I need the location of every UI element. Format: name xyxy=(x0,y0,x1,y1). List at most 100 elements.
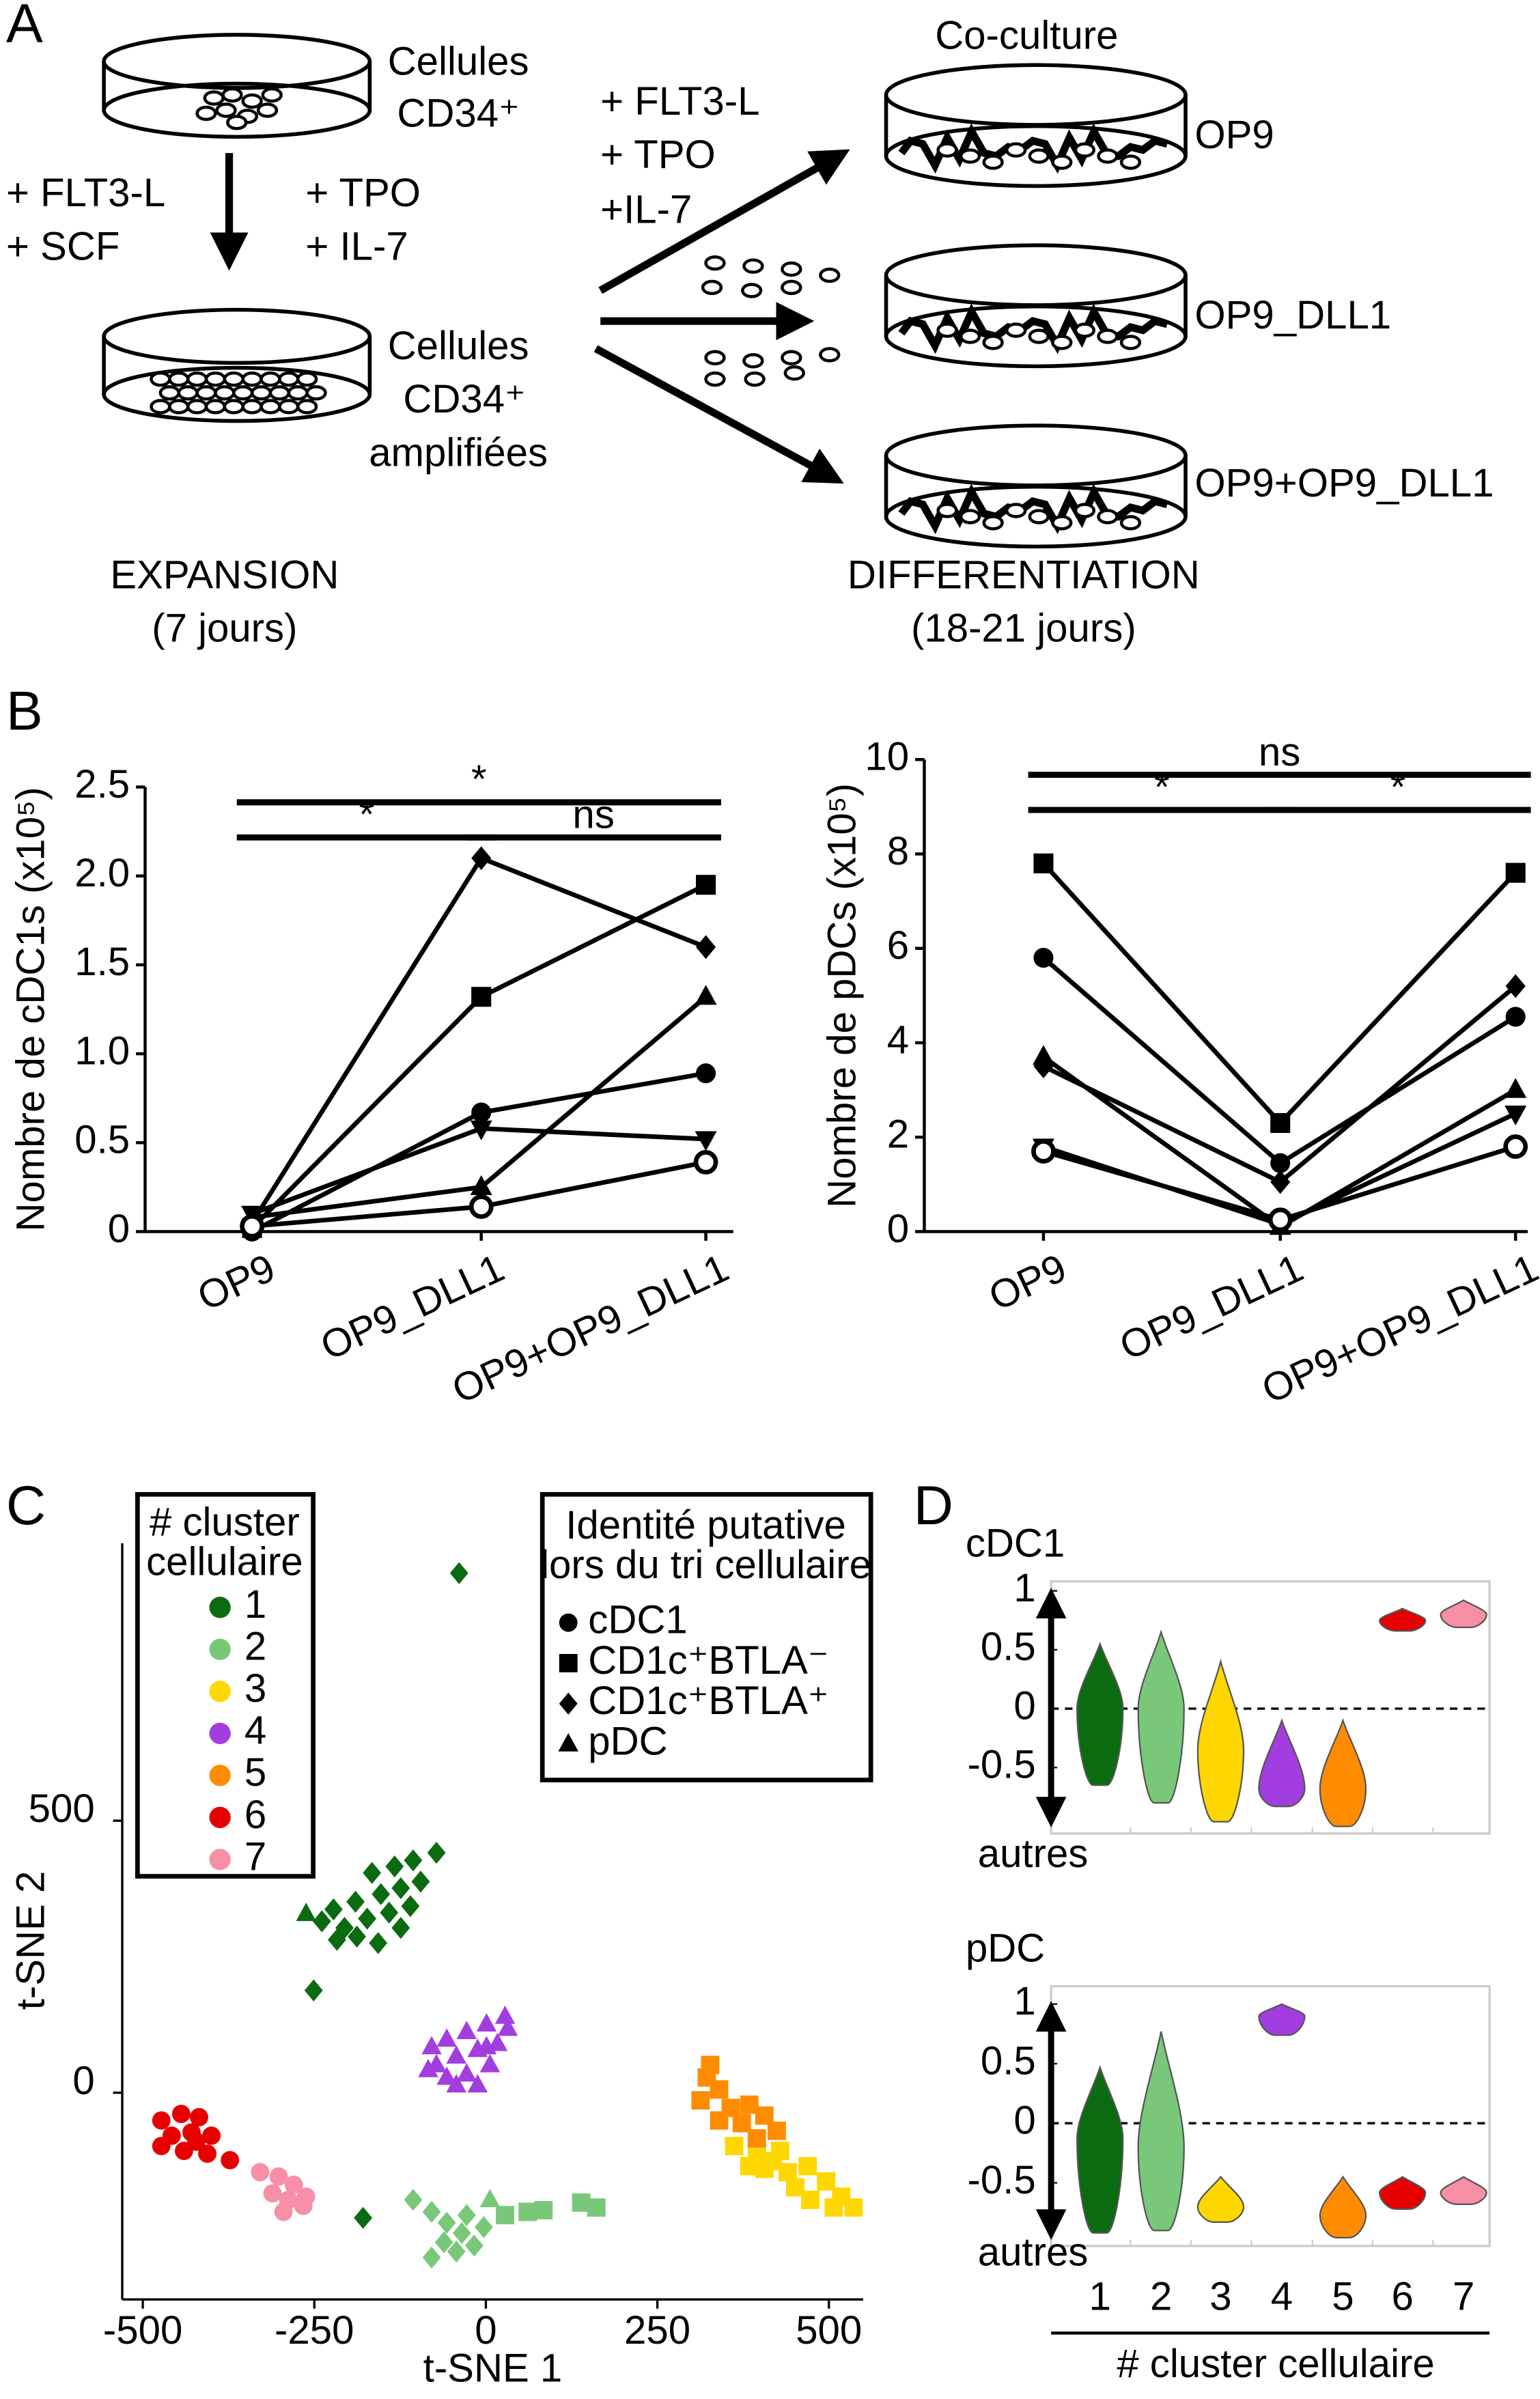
data-point xyxy=(496,2206,514,2225)
legend-box xyxy=(135,1491,316,1879)
data-point xyxy=(385,1855,404,1878)
data-point xyxy=(1504,1106,1527,1126)
cell xyxy=(936,322,958,338)
data-point xyxy=(844,2198,863,2217)
cell xyxy=(260,399,281,415)
cell-label: CD34⁺ xyxy=(397,92,519,136)
y-tick-label: 0 xyxy=(887,1207,909,1251)
data-point xyxy=(725,2137,744,2155)
condition: OP9+OP9_DLL1 xyxy=(1194,461,1494,505)
cell xyxy=(704,371,726,387)
data-point xyxy=(391,1916,410,1939)
cell xyxy=(783,365,805,381)
data-point xyxy=(380,1901,399,1924)
data-point xyxy=(801,2191,820,2209)
data-point xyxy=(401,1895,420,1918)
data-point xyxy=(471,987,492,1007)
data-point xyxy=(449,1562,468,1584)
data-point xyxy=(263,2184,282,2203)
data-point xyxy=(404,1849,423,1872)
data-point xyxy=(1270,1153,1291,1173)
cell xyxy=(223,371,244,387)
data-point xyxy=(404,2189,423,2211)
data-point xyxy=(251,2163,270,2182)
data-point xyxy=(740,2157,759,2176)
data-point xyxy=(422,2200,441,2223)
cell xyxy=(936,503,958,518)
data-point xyxy=(274,2202,293,2221)
x-tick-label: 3 xyxy=(1209,2275,1231,2319)
cell xyxy=(936,142,958,158)
data-point xyxy=(824,2198,843,2217)
data-point xyxy=(296,2187,316,2206)
cell xyxy=(186,399,208,415)
data-point xyxy=(468,1194,494,1219)
cell xyxy=(781,261,802,277)
y-tick-label: 500 xyxy=(29,1786,95,1831)
significance-label: * xyxy=(471,757,487,802)
cell xyxy=(704,350,726,366)
x-tick-label: -250 xyxy=(275,2308,354,2353)
data-point xyxy=(422,2246,441,2269)
data-point xyxy=(494,2005,516,2024)
data-point xyxy=(369,1932,388,1954)
x-tick-label: 500 xyxy=(796,2308,862,2353)
cell xyxy=(195,385,217,401)
x-tick-label: 5 xyxy=(1332,2275,1354,2319)
cell-label: amplifiées xyxy=(369,430,548,475)
legend-title: # cluster xyxy=(150,1500,300,1544)
cell xyxy=(959,148,981,164)
condition: OP9 xyxy=(1194,113,1274,157)
data-point xyxy=(1031,1139,1056,1164)
dish-top xyxy=(102,307,372,365)
violin xyxy=(1258,2003,1306,2036)
layout xyxy=(102,33,1188,549)
arrow xyxy=(593,345,844,484)
data-point xyxy=(798,2157,817,2176)
data-point xyxy=(497,2017,518,2036)
data-point xyxy=(411,1870,430,1893)
cell xyxy=(1119,515,1142,531)
cell xyxy=(186,371,208,387)
cell xyxy=(223,399,244,415)
data-point xyxy=(304,1979,323,2002)
violin xyxy=(1196,1658,1245,1823)
violin xyxy=(1378,2176,1427,2210)
data-point xyxy=(534,2201,553,2219)
x-tick-label: OP9_DLL1 xyxy=(314,1246,511,1369)
y-tick-label: 1.0 xyxy=(74,1028,130,1073)
data-point xyxy=(221,2150,240,2170)
y-tick-label: -0.5 xyxy=(968,2158,1036,2202)
violin xyxy=(1076,1641,1124,1786)
cell xyxy=(241,371,263,387)
cell xyxy=(1051,154,1073,170)
legend-swatch xyxy=(209,1765,231,1786)
data-point xyxy=(695,1131,717,1151)
cell xyxy=(287,385,309,401)
cell xyxy=(959,328,981,344)
legend-label: CD1c⁺BTLA⁺ xyxy=(588,1679,828,1723)
data-point xyxy=(693,1150,718,1175)
factor: + FLT3-L xyxy=(600,79,759,124)
data-point xyxy=(446,2074,466,2093)
y-tick-label: 0 xyxy=(108,1207,130,1251)
data-point xyxy=(464,2234,484,2257)
y-tick-label: 2.0 xyxy=(74,851,130,895)
data-point xyxy=(479,2053,501,2073)
legend-swatch xyxy=(559,1692,578,1715)
data-point xyxy=(391,1877,410,1900)
data-point xyxy=(171,2105,191,2123)
data-point xyxy=(1270,1112,1291,1134)
data-point xyxy=(358,1907,377,1930)
cell xyxy=(1074,322,1096,338)
cell-label: CD34⁺ xyxy=(403,377,525,421)
violin xyxy=(1258,1717,1306,1808)
data-point xyxy=(691,2091,710,2110)
factor: + IL-7 xyxy=(305,224,408,268)
legend-label: 1 xyxy=(244,1582,266,1627)
panel-label: B xyxy=(6,681,43,742)
violin xyxy=(1378,1608,1427,1632)
cell xyxy=(204,399,227,415)
x-tick-label: 4 xyxy=(1271,2275,1293,2319)
cell xyxy=(177,385,199,401)
